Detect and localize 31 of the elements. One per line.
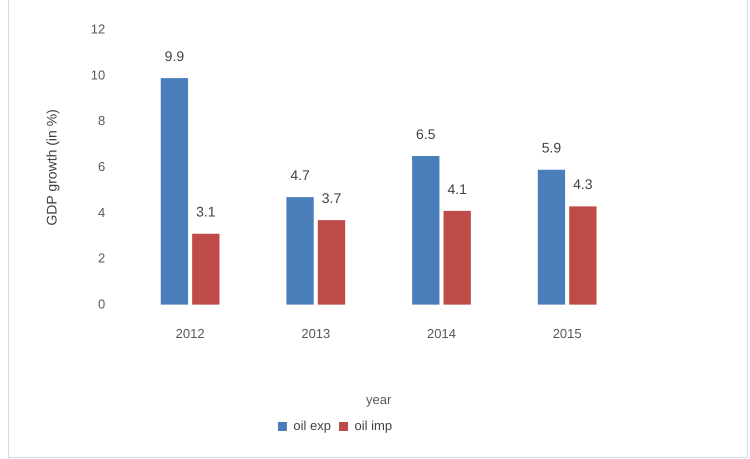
x-tick-label: 2013 bbox=[301, 326, 330, 342]
y-tick-label: 0 bbox=[98, 296, 106, 312]
bar bbox=[192, 234, 220, 305]
x-axis-title: year bbox=[366, 392, 392, 407]
x-tick-label: 2014 bbox=[427, 326, 456, 342]
data-label: 4.1 bbox=[447, 180, 468, 197]
y-tick-label: 8 bbox=[98, 113, 106, 128]
y-axis-title: GDP growth (in %) bbox=[43, 109, 60, 226]
legend-label: oil imp bbox=[354, 418, 392, 434]
data-label: 9.9 bbox=[164, 48, 184, 64]
data-label: 3.1 bbox=[196, 204, 216, 220]
data-label: 4.7 bbox=[290, 167, 310, 184]
y-tick-label: 12 bbox=[90, 22, 106, 37]
bar bbox=[538, 170, 566, 305]
y-tick-label: 10 bbox=[90, 67, 106, 82]
y-tick-label: 6 bbox=[98, 158, 106, 174]
data-label: 3.7 bbox=[322, 190, 342, 206]
x-tick-label: 2012 bbox=[176, 326, 205, 342]
y-tick-label: 4 bbox=[98, 204, 106, 220]
bar bbox=[286, 197, 314, 305]
bar bbox=[569, 206, 597, 305]
x-tick-label: 2015 bbox=[552, 326, 582, 342]
y-tick-label: 2 bbox=[98, 250, 106, 266]
bar bbox=[160, 78, 188, 305]
bar bbox=[318, 220, 346, 305]
data-label: 5.9 bbox=[542, 140, 562, 156]
data-label: 6.5 bbox=[416, 126, 436, 142]
legend-label: oil exp bbox=[293, 418, 332, 434]
bar bbox=[412, 156, 440, 305]
data-label: 4.3 bbox=[573, 176, 593, 192]
bar bbox=[444, 210, 471, 305]
